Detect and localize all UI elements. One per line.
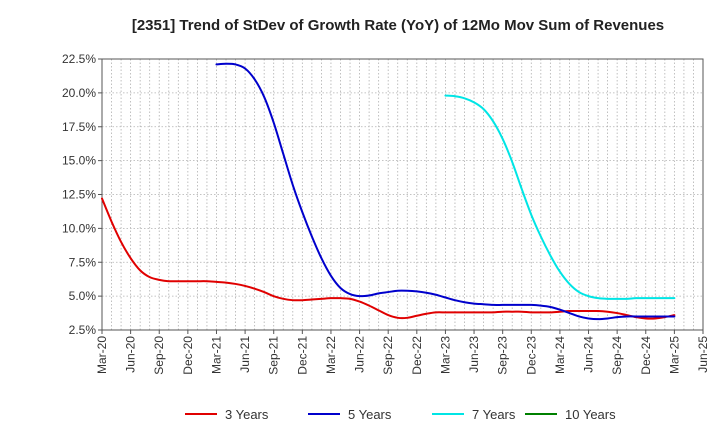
- series-line-5-years: [215, 62, 676, 321]
- x-tick-label: Sep-23: [496, 336, 510, 375]
- axes: 2.5% 5.0% 7.5% 10.0% 12.5% 15.0% 17.5% 20.0% 22.…: [62, 52, 710, 375]
- x-tick-label: Dec-23: [524, 336, 538, 375]
- x-tick-label: Mar-23: [438, 336, 452, 374]
- y-tick-label: 12.5%: [62, 188, 96, 202]
- y-tick-label: 15.0%: [62, 154, 96, 168]
- x-tick-label: Mar-25: [667, 336, 681, 374]
- x-tick-label: Jun-23: [467, 336, 481, 373]
- series-line-7-years: [444, 94, 676, 300]
- legend: 3 Years 5 Years 7 Years 10 Years: [185, 407, 616, 422]
- x-tick-label: Jun-20: [124, 336, 138, 373]
- y-tick-label: 22.5%: [62, 52, 96, 66]
- x-tick-label: Mar-24: [553, 336, 567, 374]
- legend-label-10-years: 10 Years: [565, 407, 616, 422]
- y-tick-label: 7.5%: [69, 255, 97, 269]
- grid: [102, 59, 703, 330]
- y-tick-label: 2.5%: [69, 323, 97, 337]
- series-line-3-years: [101, 197, 676, 320]
- x-tick-label: Sep-20: [152, 336, 166, 375]
- x-tick-label: Jun-21: [238, 336, 252, 373]
- plot-area-border: [101, 58, 704, 331]
- x-tick-label: Jun-25: [696, 336, 710, 373]
- legend-label-7-years: 7 Years: [472, 407, 516, 422]
- y-tick-label: 20.0%: [62, 86, 96, 100]
- y-tick-label: 10.0%: [62, 221, 96, 235]
- x-tick-label: Sep-21: [267, 336, 281, 375]
- x-tick-label: Dec-20: [181, 336, 195, 375]
- x-tick-label: Dec-24: [639, 336, 653, 375]
- series-lines: [101, 62, 676, 321]
- y-tick-label: 5.0%: [69, 289, 97, 303]
- x-tick-label: Mar-22: [324, 336, 338, 374]
- legend-label-3-years: 3 Years: [225, 407, 269, 422]
- x-tick-label: Jun-24: [582, 336, 596, 373]
- x-tick-label: Dec-21: [295, 336, 309, 375]
- x-tick-label: Mar-21: [209, 336, 223, 374]
- x-tick-label: Dec-22: [410, 336, 424, 375]
- x-tick-label: Sep-22: [381, 336, 395, 375]
- x-tick-label: Mar-20: [95, 336, 109, 374]
- chart-title: [2351] Trend of StDev of Growth Rate (Yo…: [132, 17, 664, 34]
- y-tick-label: 17.5%: [62, 120, 96, 134]
- x-tick-label: Jun-22: [353, 336, 367, 373]
- x-tick-label: Sep-24: [610, 336, 624, 375]
- legend-label-5-years: 5 Years: [348, 407, 392, 422]
